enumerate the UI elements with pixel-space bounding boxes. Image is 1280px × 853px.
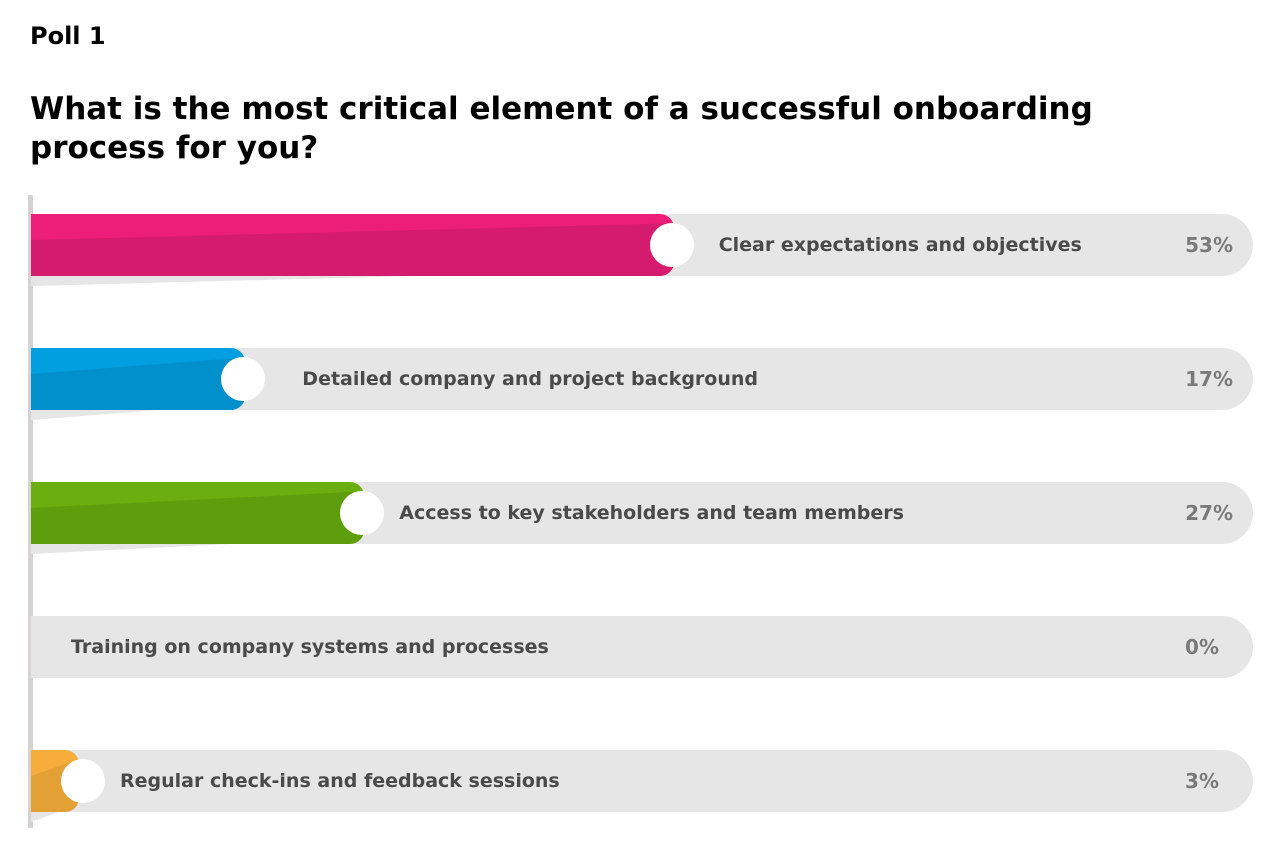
bar-end-knob [61,759,105,803]
poll-label: Poll 1 [30,22,106,50]
option-percent: 27% [1185,501,1233,525]
option-label: Regular check-ins and feedback sessions [120,770,560,792]
bar-shadow [31,410,159,420]
bar-fill [31,214,674,276]
poll-option-row: Clear expectations and objectives 53% [31,214,1253,286]
option-label: Detailed company and project background [302,368,758,390]
option-label: Training on company systems and processe… [71,636,549,658]
bar-end-knob [221,357,266,401]
poll-option-row: Training on company systems and processe… [31,616,1253,678]
bar-end-knob [340,491,385,535]
poll-option-row: Access to key stakeholders and team memb… [31,482,1253,554]
option-label: Clear expectations and objectives [718,234,1082,256]
poll-option-row: Detailed company and project background 1… [31,348,1253,420]
option-percent: 53% [1185,233,1233,257]
bar-fill [31,348,246,410]
bar-track [31,750,1253,812]
bar-shadow [31,544,230,554]
bar-track [31,616,1253,678]
bar-fill [31,482,365,544]
option-percent: 0% [1185,635,1219,659]
bar-end-knob [649,223,694,267]
bar-shadow [31,276,416,286]
bar-shadow [31,812,59,822]
option-percent: 17% [1185,367,1233,391]
option-label: Access to key stakeholders and team memb… [399,502,904,524]
option-percent: 3% [1185,769,1219,793]
poll-option-row: Regular check-ins and feedback sessions 3… [31,750,1253,822]
chart-axis-line [28,195,33,828]
poll-question: What is the most critical element of a s… [30,91,1093,166]
